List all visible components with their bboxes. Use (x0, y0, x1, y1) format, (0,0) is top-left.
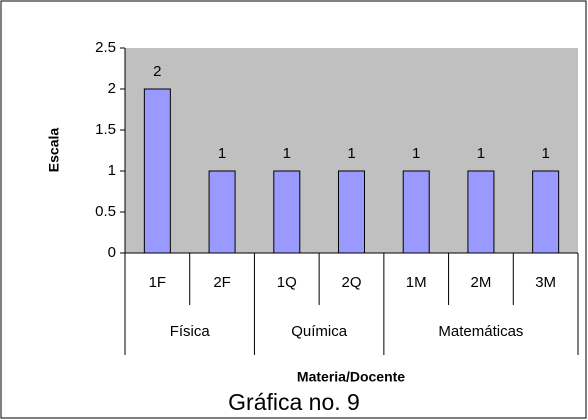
chart-title: Gráfica no. 9 (228, 389, 360, 415)
value-label: 1 (412, 145, 420, 162)
x-tick-label: 3M (535, 274, 556, 291)
x-tick-label: 2F (213, 274, 231, 291)
x-tick-label: 2Q (341, 274, 361, 291)
group-label: Física (170, 323, 211, 340)
bar (273, 170, 301, 254)
y-tick-label: 1.5 (95, 121, 116, 138)
bar (208, 170, 236, 254)
value-label: 1 (283, 145, 291, 162)
group-label: Matemáticas (438, 323, 523, 340)
bar (532, 170, 560, 254)
bar (467, 170, 495, 254)
y-axis-title: Escala (46, 128, 62, 173)
x-tick-label: 1Q (277, 274, 297, 291)
bar (143, 88, 171, 254)
x-axis-title: Materia/Docente (297, 369, 405, 385)
x-tick-label: 1F (149, 274, 167, 291)
bar (402, 170, 430, 254)
value-label: 1 (541, 145, 549, 162)
value-label: 2 (153, 63, 161, 80)
value-label: 1 (347, 145, 355, 162)
y-tick-label: 2 (108, 80, 116, 97)
x-tick-label: 1M (406, 274, 427, 291)
value-label: 1 (218, 145, 226, 162)
bar (338, 170, 365, 254)
y-tick-label: 2.5 (95, 39, 116, 56)
y-tick-label: 1 (108, 162, 116, 179)
y-tick-label: 0.5 (95, 203, 116, 220)
value-label: 1 (477, 145, 485, 162)
y-tick-label: 0 (108, 244, 116, 261)
x-tick-label: 2M (471, 274, 492, 291)
group-label: Química (291, 323, 348, 340)
